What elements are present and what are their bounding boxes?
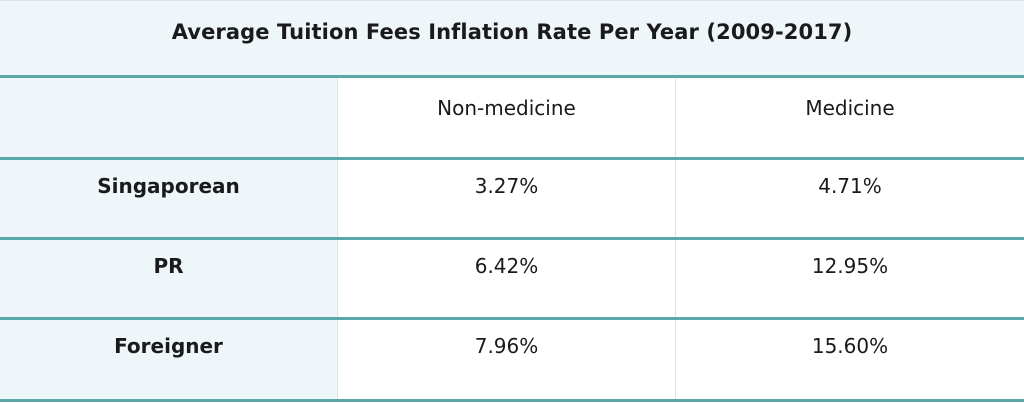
row-label-pr: PR	[0, 240, 338, 317]
header-non-medicine: Non-medicine	[338, 78, 676, 157]
cell-foreigner-medicine: 15.60%	[811, 334, 889, 358]
cell-pr-medicine: 12.95%	[811, 254, 889, 278]
header-medicine: Medicine	[805, 96, 895, 120]
cell-pr-non-medicine: 6.42%	[338, 240, 676, 317]
header-empty-cell	[0, 78, 338, 157]
table-row: PR 6.42% 12.95%	[0, 240, 1024, 320]
row-label-foreigner: Foreigner	[0, 320, 338, 399]
row-label-singaporean: Singaporean	[0, 160, 338, 237]
cell-singaporean-non-medicine: 3.27%	[338, 160, 676, 237]
table-title-row: Average Tuition Fees Inflation Rate Per …	[0, 0, 1024, 78]
table-row: Foreigner 7.96% 15.60%	[0, 320, 1024, 402]
table-title: Average Tuition Fees Inflation Rate Per …	[171, 20, 853, 44]
table-header-row: Non-medicine Medicine	[0, 78, 1024, 160]
cell-singaporean-medicine: 4.71%	[818, 174, 882, 198]
cell-foreigner-non-medicine: 7.96%	[338, 320, 676, 399]
table-row: Singaporean 3.27% 4.71%	[0, 160, 1024, 240]
